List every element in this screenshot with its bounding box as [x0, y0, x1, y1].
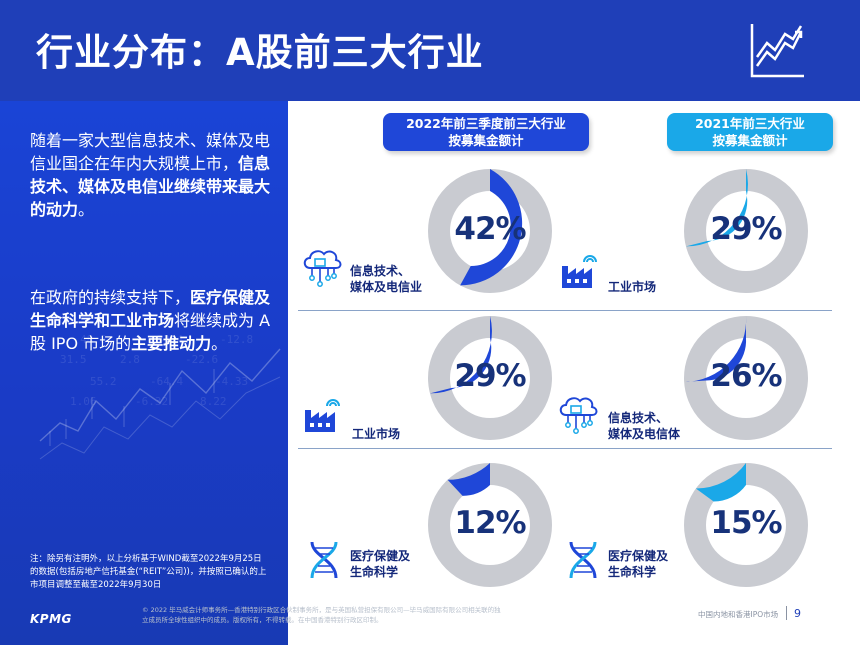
svg-text:31.5: 31.5: [60, 353, 87, 366]
donut-2021-healthcare: [684, 463, 808, 587]
cloud-network-icon: [303, 250, 342, 287]
factory-icon: [562, 255, 597, 288]
footnote: 注：除另有注明外，以上分析基于WIND截至2022年9月25日的数据(包括房地产…: [30, 554, 267, 590]
left-text-panel: 48.6 -32.4 -12.8 31.5 2.8 -22.6 55.2 -64.4 -4.…: [0, 101, 288, 645]
footer-copyright: © 2022 毕马威会计师事务所—香港特别行政区合伙制事务所，是与英国私营担保有…: [142, 606, 501, 624]
svg-text:8.22: 8.22: [200, 395, 227, 408]
page-number: 9: [794, 607, 801, 620]
footer-separator: [786, 606, 787, 620]
donut-share-segment: [460, 169, 523, 286]
svg-text:1.06: 1.06: [70, 395, 97, 408]
svg-text:55.2: 55.2: [90, 375, 117, 388]
svg-text:2.8: 2.8: [120, 353, 140, 366]
percent-label: 15%: [710, 505, 782, 541]
column-header-2022: 2022年前三季度前三大行业 按募集金额计: [383, 113, 589, 151]
donut-share-segment: [685, 169, 748, 247]
industry-label: 信息技术、 媒体及电信体: [608, 411, 681, 441]
industry-label: 医疗保健及 生命科学: [350, 549, 411, 579]
svg-text:-4.33: -4.33: [215, 375, 248, 388]
percent-label: 29%: [710, 211, 782, 247]
svg-text:-6.32: -6.32: [135, 395, 168, 408]
paragraph-tmt: 随着一家大型信息技术、媒体及电信业国企在年内大规模上市，信息技术、媒体及电信业继…: [30, 131, 271, 219]
donut-share-segment: [695, 463, 746, 502]
page-title: 行业分布：A股前三大行业: [36, 31, 484, 74]
donut-share-segment: [447, 463, 490, 496]
footer-section: 中国内地和香港IPO市场: [698, 610, 779, 619]
header-bar: 行业分布：A股前三大行业: [0, 0, 860, 101]
column-header-2021: 2021年前三大行业 按募集金额计: [667, 113, 833, 151]
percent-label: 12%: [454, 505, 526, 541]
industry-label: 工业市场: [608, 280, 657, 294]
donut-share-segment: [684, 316, 747, 382]
paragraph-policy: 在政府的持续支持下，医疗保健及生命科学和工业市场将继续成为 A 股 IPO 市场…: [30, 288, 271, 353]
industry-label: 信息技术、 媒体及电信业: [350, 264, 423, 294]
svg-text:-32.4: -32.4: [150, 333, 183, 346]
donut-2021-industrial: [684, 169, 808, 293]
svg-text:-22.6: -22.6: [185, 353, 218, 366]
dna-icon: [310, 541, 338, 579]
donut-2022-tmt: [428, 169, 552, 293]
line-chart-icon: [750, 24, 804, 78]
donut-share-segment: [429, 316, 492, 394]
row-divider: [298, 448, 832, 449]
row-divider: [298, 310, 832, 311]
industry-label: 医疗保健及 生命科学: [608, 549, 669, 579]
donut-2022-healthcare: [428, 463, 552, 587]
factory-icon: [305, 399, 340, 432]
industry-label: 工业市场: [352, 427, 401, 441]
donut-2022-industrial: [428, 316, 552, 440]
kpmg-logo: KPMG: [30, 612, 72, 626]
percent-label: 26%: [710, 358, 782, 394]
donut-2021-tmt: [684, 316, 808, 440]
svg-text:48.6: 48.6: [80, 333, 107, 346]
cloud-network-icon: [559, 397, 598, 434]
market-data-background: 48.6 -32.4 -12.8 31.5 2.8 -22.6 55.2 -64.4 -4.…: [39, 333, 281, 460]
svg-text:-12.8: -12.8: [220, 333, 253, 346]
dna-icon: [569, 541, 597, 579]
svg-text:-64.4: -64.4: [150, 375, 183, 388]
percent-label: 42%: [454, 211, 526, 247]
percent-label: 29%: [454, 358, 526, 394]
